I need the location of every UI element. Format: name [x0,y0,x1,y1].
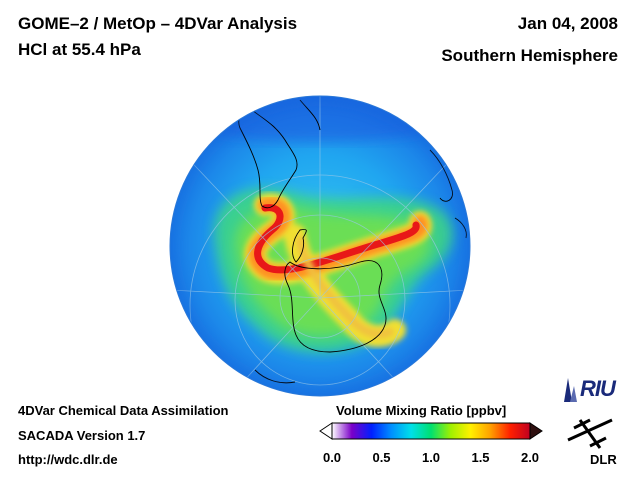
colorbar-gradient [331,422,531,440]
footer-line-1: 4DVar Chemical Data Assimilation [18,403,229,418]
riu-logo-text: RIU [580,376,616,401]
footer-line-2: SACADA Version 1.7 [18,428,146,443]
colorbar-tick-label: 2.0 [520,450,540,465]
colorbar [319,422,543,440]
colorbar-tick-label: 0.5 [372,450,391,465]
colorbar-tick-label: 1.0 [421,450,441,465]
footer-url-link[interactable]: http://wdc.dlr.de [18,452,118,467]
riu-logo-icon [564,378,577,402]
title-line-2: HCl at 55.4 hPa [18,40,141,59]
region-label: Southern Hemisphere [441,46,618,65]
colorbar-left-arrow-icon [319,422,333,440]
date-label: Jan 04, 2008 [517,14,618,33]
title-line-1: GOME–2 / MetOp – 4DVar Analysis [18,14,298,33]
dlr-logo-icon [567,418,613,449]
dlr-logo-text: DLR [590,452,617,467]
colorbar-tick-label: 1.5 [471,450,490,465]
colorbar-tick-label: 0.0 [322,450,342,465]
colorbar-title: Volume Mixing Ratio [ppbv] [336,403,507,418]
colorbar-right-arrow-icon [529,422,543,440]
